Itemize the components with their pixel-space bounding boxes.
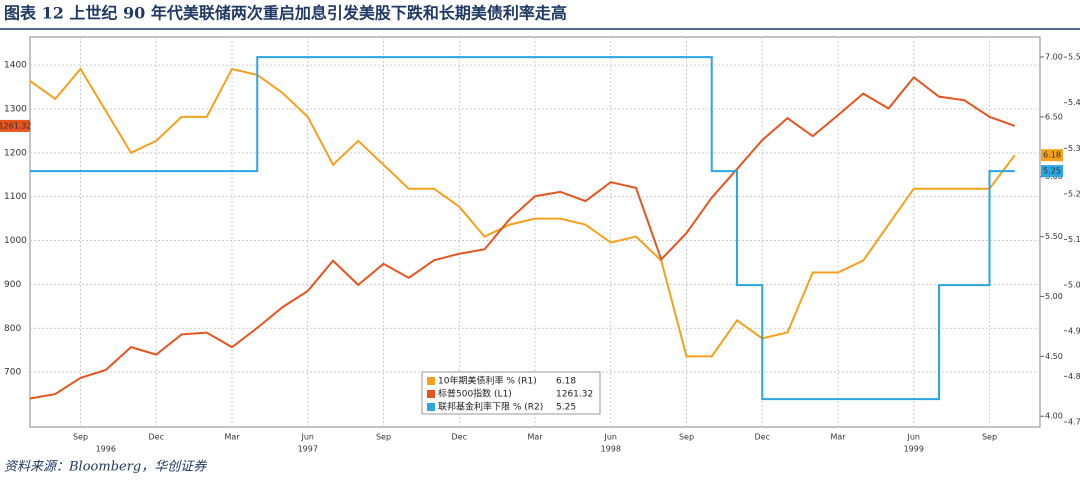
legend-label: 联邦基金利率下限 % (R2) xyxy=(438,401,543,413)
legend-swatch xyxy=(427,403,435,411)
x-year-label: 1997 xyxy=(298,445,318,454)
x-tick-label: Sep xyxy=(982,433,997,442)
legend-box xyxy=(421,371,601,415)
value-flag xyxy=(0,119,30,132)
legend-value: 1261.32 xyxy=(556,390,593,400)
x-tick-label: Dec xyxy=(149,433,164,442)
chart-title: 图表 12 上世纪 90 年代美联储两次重启加息引发美股下跌和长期美债利率走高 xyxy=(4,4,567,23)
y3-tick-label: 4.70 xyxy=(1068,417,1080,426)
value-flag-label: 6.18 xyxy=(1043,151,1061,160)
legend-swatch xyxy=(427,377,435,385)
x-year-label: 1998 xyxy=(601,445,621,454)
y-tick-label: 1200 xyxy=(4,148,27,158)
legend-value: 6.18 xyxy=(556,377,576,387)
y2-tick-label: 7.00 xyxy=(1045,52,1063,61)
y3-tick-label: 5.10 xyxy=(1068,235,1080,244)
y-tick-label: 800 xyxy=(4,324,21,334)
y3-tick-label: 4.80 xyxy=(1068,372,1080,381)
x-tick-label: Mar xyxy=(830,433,846,442)
y-tick-label: 1400 xyxy=(4,61,27,71)
y2-tick-label: 5.00 xyxy=(1045,292,1063,301)
y3-tick-label: 5.40 xyxy=(1068,98,1080,107)
x-tick-label: Jun xyxy=(907,433,921,442)
x-tick-label: Mar xyxy=(224,433,240,442)
x-tick-label: Sep xyxy=(73,433,88,442)
y-tick-label: 1300 xyxy=(4,104,27,114)
y-tick-label: 1100 xyxy=(4,192,27,202)
y3-tick-label: 5.00 xyxy=(1068,281,1080,290)
y3-tick-label: 4.90 xyxy=(1068,326,1080,335)
value-flag xyxy=(1041,149,1063,162)
x-tick-label: Dec xyxy=(755,433,770,442)
y3-tick-label: 5.20 xyxy=(1068,189,1080,198)
x-tick-label: Mar xyxy=(527,433,543,442)
source: 资料来源：Bloomberg，华创证券 xyxy=(4,460,207,475)
value-flag-label: 1261.32 xyxy=(0,121,32,130)
series-line xyxy=(29,75,1016,400)
series-line xyxy=(30,56,1015,401)
legend-label: 标普500指数 (L1) xyxy=(438,388,512,400)
y-tick-label: 1000 xyxy=(4,236,27,246)
y2-tick-label: 5.50 xyxy=(1045,232,1063,241)
legend-value: 5.25 xyxy=(556,403,576,413)
x-tick-label: Dec xyxy=(452,433,467,442)
x-year-label: 1996 xyxy=(96,445,116,454)
x-tick-label: Jun xyxy=(301,433,315,442)
x-tick-label: Jun xyxy=(604,433,618,442)
y2-tick-label: 6.50 xyxy=(1045,112,1063,121)
x-year-label: 1999 xyxy=(904,445,924,454)
series-line xyxy=(29,67,1016,358)
y3-tick-label: 5.50 xyxy=(1068,53,1080,62)
y2-tick-label: 4.00 xyxy=(1045,412,1063,421)
y2-tick-label: 4.50 xyxy=(1045,352,1063,361)
x-tick-label: Sep xyxy=(376,433,391,442)
value-flag xyxy=(1041,165,1063,178)
x-tick-label: Sep xyxy=(679,433,694,442)
legend-swatch xyxy=(427,390,435,398)
y3-tick-label: 5.30 xyxy=(1068,144,1080,153)
value-flag-label: 5.25 xyxy=(1043,167,1061,176)
legend-label: 10年期美债利率 % (R1) xyxy=(438,375,537,387)
plot-frame xyxy=(29,36,1041,428)
y-tick-label: 900 xyxy=(4,280,21,290)
y-tick-label: 700 xyxy=(4,368,21,378)
